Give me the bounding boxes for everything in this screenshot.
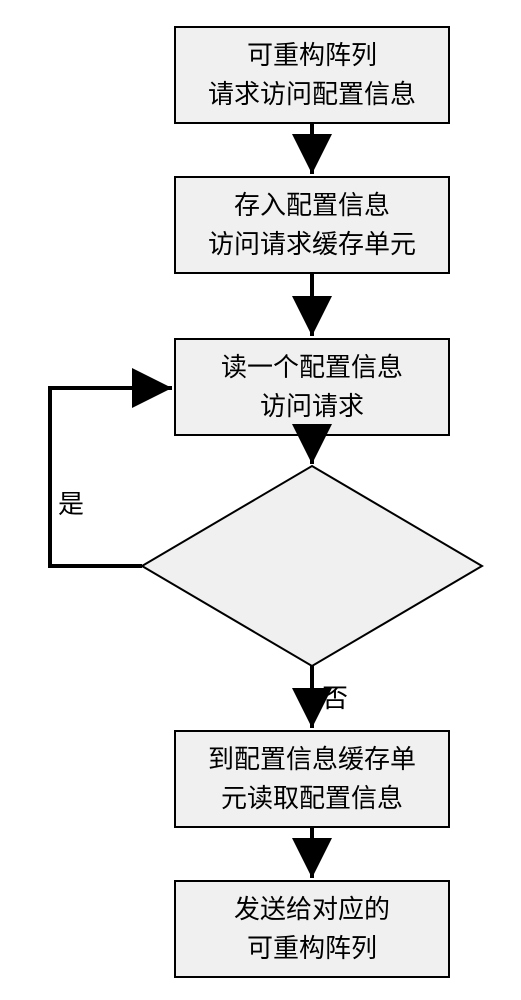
decision-text-line2: 配置信息地址相同？ — [195, 566, 429, 605]
flow-node-send: 发送给对应的 可重构阵列 — [174, 880, 450, 978]
node-text-line2: 元读取配置信息 — [208, 779, 416, 818]
node-text-line2: 访问请求缓存单元 — [208, 225, 416, 264]
node-text-line1: 发送给对应的 — [234, 890, 390, 929]
node-text-line1: 存入配置信息 — [208, 186, 416, 225]
node-text-line1: 读一个配置信息 — [221, 348, 403, 387]
node-text-line2: 可重构阵列 — [234, 929, 390, 968]
node-text-line2: 访问请求 — [221, 387, 403, 426]
branch-label-yes: 是 — [58, 484, 84, 521]
flow-decision-label: 与前一请求 配置信息地址相同？ — [195, 527, 429, 605]
node-text-line1: 可重构阵列 — [208, 36, 416, 75]
flow-node-cache-read: 到配置信息缓存单 元读取配置信息 — [174, 730, 450, 828]
branch-label-no: 否 — [322, 678, 348, 715]
flow-node-store: 存入配置信息 访问请求缓存单元 — [174, 176, 450, 274]
decision-text-line1: 与前一请求 — [195, 527, 429, 566]
flow-node-read: 读一个配置信息 访问请求 — [174, 338, 450, 436]
node-text-line1: 到配置信息缓存单 — [208, 740, 416, 779]
node-text-line2: 请求访问配置信息 — [208, 75, 416, 114]
flow-node-start: 可重构阵列 请求访问配置信息 — [174, 26, 450, 124]
